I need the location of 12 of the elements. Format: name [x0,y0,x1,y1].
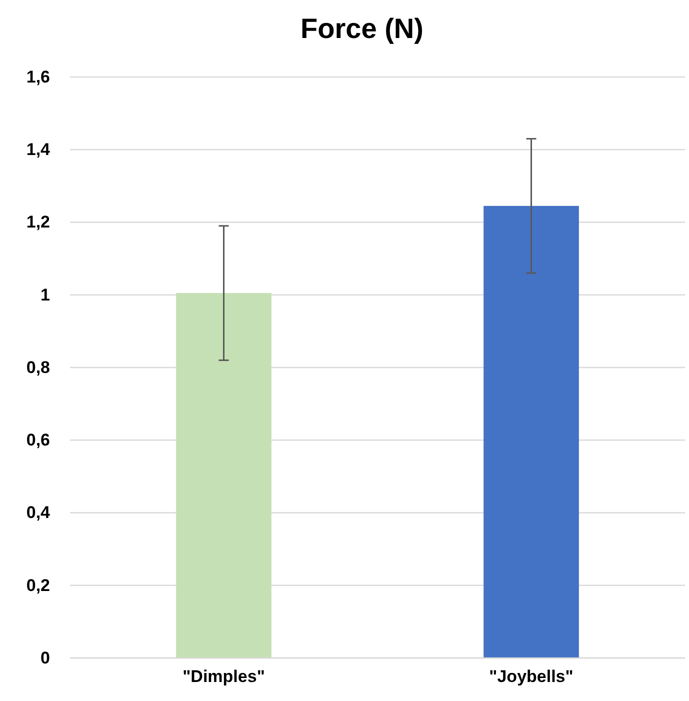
x-tick-label: "Dimples" [182,667,265,686]
chart-title: Force (N) [300,13,424,44]
y-tick-label: 1 [40,285,50,304]
y-tick-label: 1,4 [26,140,51,160]
y-tick-label: 0,2 [26,576,50,595]
y-tick-label: 0 [40,648,50,668]
y-tick-label: 0,6 [26,430,50,450]
y-tick-label: 0,8 [26,358,50,377]
y-tick-label: 1,6 [26,67,50,86]
x-tick-label: "Joybells" [489,667,574,686]
y-tick-label: 0,4 [26,503,51,522]
y-tick-label: 1,2 [26,212,50,232]
